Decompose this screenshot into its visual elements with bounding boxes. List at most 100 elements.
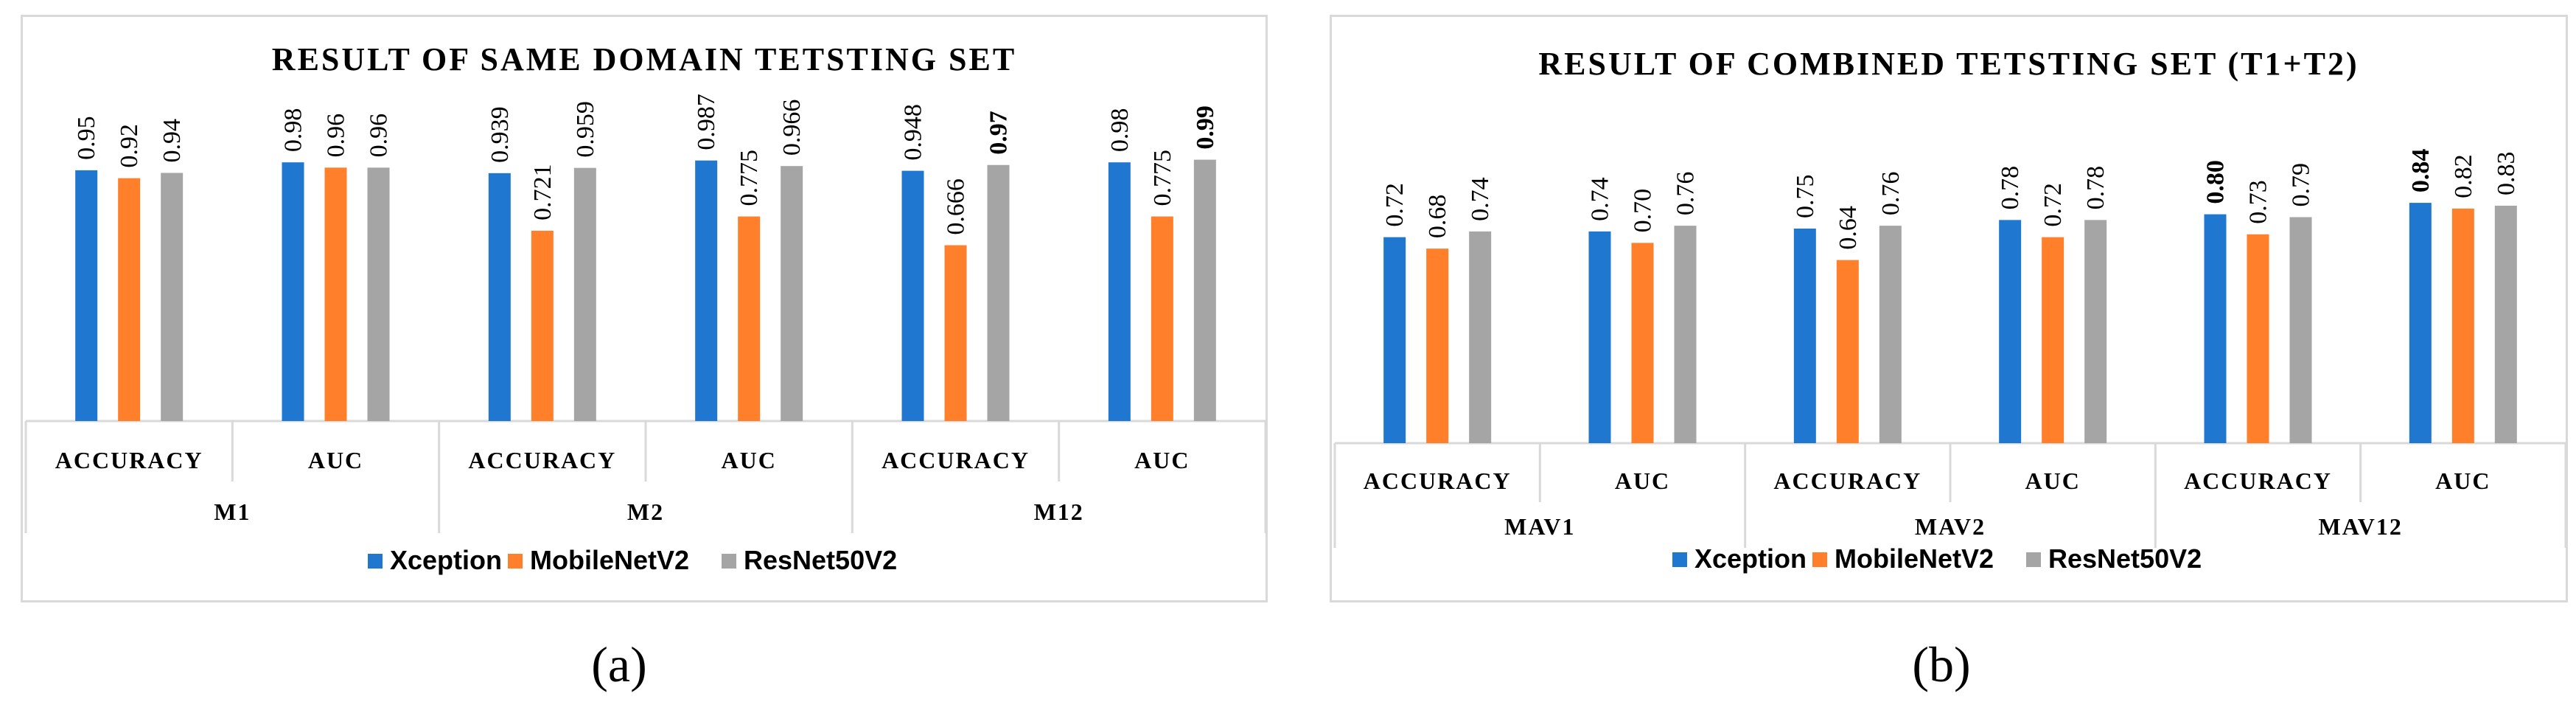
legend-label: Xception [1694,543,1807,574]
data-label: 0.84 [2407,149,2434,193]
bar-mav2-accuracy-mobilenetv2 [1836,260,1859,443]
bar-m2-accuracy-resnet50v2 [573,167,596,422]
data-label: 0.939 [486,106,514,163]
data-label: 0.74 [1467,177,1494,221]
data-label: 0.966 [778,100,806,156]
metric-tick-label: AUC [1134,447,1190,473]
metric-tick-label: ACCURACY [55,447,203,473]
data-label: 0.98 [280,108,307,153]
bar-m2-accuracy-mobilenetv2 [531,230,554,421]
data-label: 0.78 [2082,166,2109,210]
caption-a: (a) [591,636,647,692]
group-tick-label: MAV1 [1504,513,1575,540]
bar-mav2-accuracy-resnet50v2 [1879,226,1902,443]
data-label: 0.75 [1792,175,1819,219]
bar-m1-accuracy-xception [75,170,98,421]
legend-swatch-resnet50v2 [2026,552,2041,567]
bar-m2-auc-xception [695,160,718,422]
bar-m12-accuracy-resnet50v2 [987,164,1010,422]
data-label: 0.721 [529,164,556,220]
data-label: 0.72 [2039,183,2067,227]
data-label: 0.666 [943,178,970,235]
data-label: 0.96 [323,114,350,158]
bar-mav12-auc-mobilenetv2 [2451,208,2474,443]
data-label: 0.959 [572,101,599,158]
bar-mav2-auc-resnet50v2 [2084,220,2107,443]
chart-panel-a: RESULT OF SAME DOMAIN TETSTING SET 0.95 0.… [21,15,1268,602]
bar-mav2-auc-mobilenetv2 [2042,237,2064,443]
data-label: 0.97 [985,111,1013,155]
data-label: 0.99 [1192,105,1219,150]
legend-label: MobileNetV2 [530,545,689,575]
data-label: 0.987 [693,94,720,150]
legend-swatch-mobilenetv2 [508,554,523,569]
data-label: 0.775 [736,150,763,206]
data-label: 0.80 [2202,160,2230,204]
data-label: 0.83 [2493,151,2520,195]
data-label: 0.76 [1877,172,1905,216]
legend-swatch-xception [368,554,383,569]
data-label: 0.78 [1997,166,2024,210]
chart-a-svg: RESULT OF SAME DOMAIN TETSTING SET 0.95 0.… [24,41,1267,575]
bar-mav1-accuracy-mobilenetv2 [1426,248,1449,443]
data-label: 0.95 [73,116,100,160]
data-label: 0.76 [1672,172,1700,216]
legend-swatch-mobilenetv2 [1812,552,1827,567]
chart-title: RESULT OF SAME DOMAIN TETSTING SET [272,41,1016,77]
caption-b: (b) [1912,636,1971,692]
bar-mav1-auc-mobilenetv2 [1631,243,1654,443]
bar-mav1-accuracy-xception [1383,237,1406,443]
legend-label: ResNet50V2 [2048,543,2202,574]
data-label: 0.72 [1381,183,1409,227]
bar-mav2-accuracy-xception [1793,229,1816,443]
data-label: 0.68 [1424,195,1451,239]
bar-m12-accuracy-mobilenetv2 [944,245,967,421]
data-label: 0.64 [1835,206,1862,250]
group-tick-label: M2 [627,498,664,525]
bar-m2-auc-mobilenetv2 [738,216,761,421]
chart-panel-b: RESULT OF COMBINED TETSTING SET (T1+T2) 0… [1330,15,2568,602]
bar-mav2-auc-xception [1999,220,2022,443]
bar-m1-auc-resnet50v2 [367,167,390,421]
data-label: 0.98 [1106,108,1134,153]
bar-m1-accuracy-mobilenetv2 [118,178,141,421]
metric-tick-label: AUC [2435,468,2491,494]
chart-b-svg: RESULT OF COMBINED TETSTING SET (T1+T2) 0… [1333,46,2567,574]
bar-m1-auc-mobilenetv2 [324,167,347,421]
metric-tick-label: ACCURACY [2184,468,2332,494]
chart-title: RESULT OF COMBINED TETSTING SET (T1+T2) [1538,46,2359,82]
bar-m12-accuracy-xception [901,170,924,421]
bar-m2-auc-resnet50v2 [781,166,803,421]
legend-swatch-xception [1672,552,1687,567]
metric-tick-label: AUC [1615,468,1670,494]
metric-tick-label: ACCURACY [1364,468,1512,494]
group-tick-label: M1 [214,498,251,525]
group-tick-label: MAV2 [1915,513,1986,540]
data-label: 0.96 [366,114,393,158]
bar-mav12-auc-xception [2409,203,2432,443]
bar-m12-auc-mobilenetv2 [1151,216,1173,421]
bar-m2-accuracy-xception [488,173,511,421]
legend-label: MobileNetV2 [1835,543,1994,574]
bar-mav12-accuracy-mobilenetv2 [2247,234,2269,443]
bar-mav1-accuracy-resnet50v2 [1469,231,1492,443]
bar-m1-accuracy-resnet50v2 [161,173,184,422]
bar-m12-auc-xception [1108,162,1131,421]
data-label: 0.82 [2450,154,2477,198]
metric-tick-label: AUC [2025,468,2081,494]
data-label: 0.948 [900,104,927,161]
data-label: 0.92 [116,124,143,168]
metric-tick-label: ACCURACY [468,447,616,473]
group-tick-label: MAV12 [2319,513,2403,540]
data-label: 0.94 [158,119,186,163]
metric-tick-label: ACCURACY [882,447,1030,473]
bar-mav12-accuracy-resnet50v2 [2289,217,2312,443]
legend-swatch-resnet50v2 [722,554,736,569]
data-label: 0.70 [1630,189,1657,233]
legend-label: Xception [390,545,502,575]
bar-m12-auc-resnet50v2 [1193,159,1216,421]
data-label: 0.74 [1587,177,1614,221]
bar-mav1-auc-xception [1588,231,1611,443]
data-label: 0.79 [2288,163,2315,207]
legend-label: ResNet50V2 [744,545,897,575]
